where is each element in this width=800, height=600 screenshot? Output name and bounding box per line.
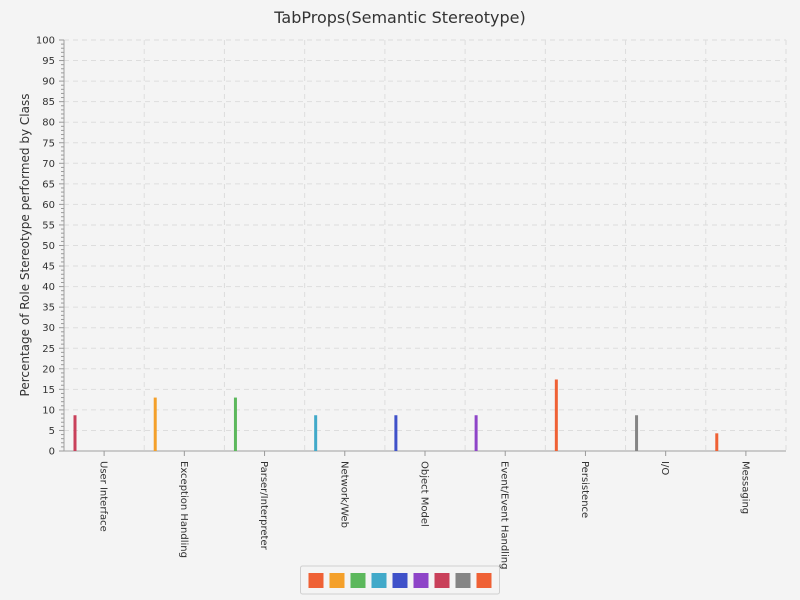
y-tick-label: 65 bbox=[42, 179, 55, 190]
bar-5 bbox=[394, 415, 398, 451]
x-axis-ticks: User Interface Exception Handling Parser/I… bbox=[98, 451, 750, 569]
x-tick-label: Messaging bbox=[739, 461, 750, 514]
y-tick-label: 55 bbox=[42, 220, 55, 231]
bar-8 bbox=[635, 415, 639, 451]
y-tick-label: 15 bbox=[42, 385, 55, 396]
y-axis-label: Percentage of Role Stereotype performed … bbox=[18, 94, 32, 397]
y-tick-label: 5 bbox=[49, 426, 55, 437]
y-tick-label: 100 bbox=[36, 36, 55, 47]
bar-6 bbox=[474, 415, 478, 451]
bar-2 bbox=[153, 397, 157, 451]
legend-swatch-6 bbox=[413, 573, 429, 588]
bar-4 bbox=[314, 415, 318, 451]
bar-1 bbox=[73, 415, 77, 451]
y-tick-label: 70 bbox=[42, 159, 55, 170]
legend-swatch-4 bbox=[371, 573, 387, 588]
y-tick-label: 10 bbox=[42, 405, 55, 416]
x-tick-label: Event/Event Handling bbox=[499, 461, 510, 569]
y-tick-label: 95 bbox=[42, 56, 55, 67]
legend-swatch-8 bbox=[455, 573, 471, 588]
x-tick-label: User Interface bbox=[98, 461, 109, 532]
chart-title: TabProps(Semantic Stereotype) bbox=[273, 8, 525, 27]
x-tick-label: I/O bbox=[659, 461, 670, 475]
legend-swatch-1 bbox=[308, 573, 324, 588]
x-tick-label: Network/Web bbox=[338, 461, 349, 528]
y-tick-label: 80 bbox=[42, 118, 55, 129]
bar-7 bbox=[554, 379, 558, 451]
x-tick-label: Persistence bbox=[579, 461, 590, 518]
x-tick-label: Exception Handling bbox=[178, 461, 189, 558]
x-tick-label: Parser/Interpreter bbox=[258, 461, 269, 551]
x-tick-label: Object Model bbox=[419, 461, 430, 527]
y-tick-label: 60 bbox=[42, 200, 55, 211]
y-tick-label: 0 bbox=[49, 447, 55, 458]
y-tick-label: 20 bbox=[42, 364, 55, 375]
legend-swatch-9 bbox=[476, 573, 492, 588]
y-tick-label: 85 bbox=[42, 97, 55, 108]
bars bbox=[73, 379, 719, 451]
legend-swatch-3 bbox=[350, 573, 366, 588]
bar-9 bbox=[715, 433, 719, 451]
y-tick-label: 30 bbox=[42, 323, 55, 334]
gridlines bbox=[64, 39, 787, 451]
legend-swatch-2 bbox=[329, 573, 345, 588]
y-tick-label: 50 bbox=[42, 241, 55, 252]
y-tick-label: 35 bbox=[42, 303, 55, 314]
y-tick-label: 40 bbox=[42, 282, 55, 293]
bar-3 bbox=[233, 397, 237, 451]
legend-swatch-7 bbox=[434, 573, 450, 588]
y-tick-label: 90 bbox=[42, 77, 55, 88]
y-axis-ticks: 0 5 10 15 20 25 30 35 40 45 50 55 60 65 70 75 80 85 90 95 10… bbox=[36, 36, 64, 458]
y-tick-label: 25 bbox=[42, 344, 55, 355]
legend bbox=[300, 565, 500, 595]
legend-swatch-5 bbox=[392, 573, 408, 588]
y-tick-label: 45 bbox=[42, 262, 55, 273]
y-tick-label: 75 bbox=[42, 138, 55, 149]
